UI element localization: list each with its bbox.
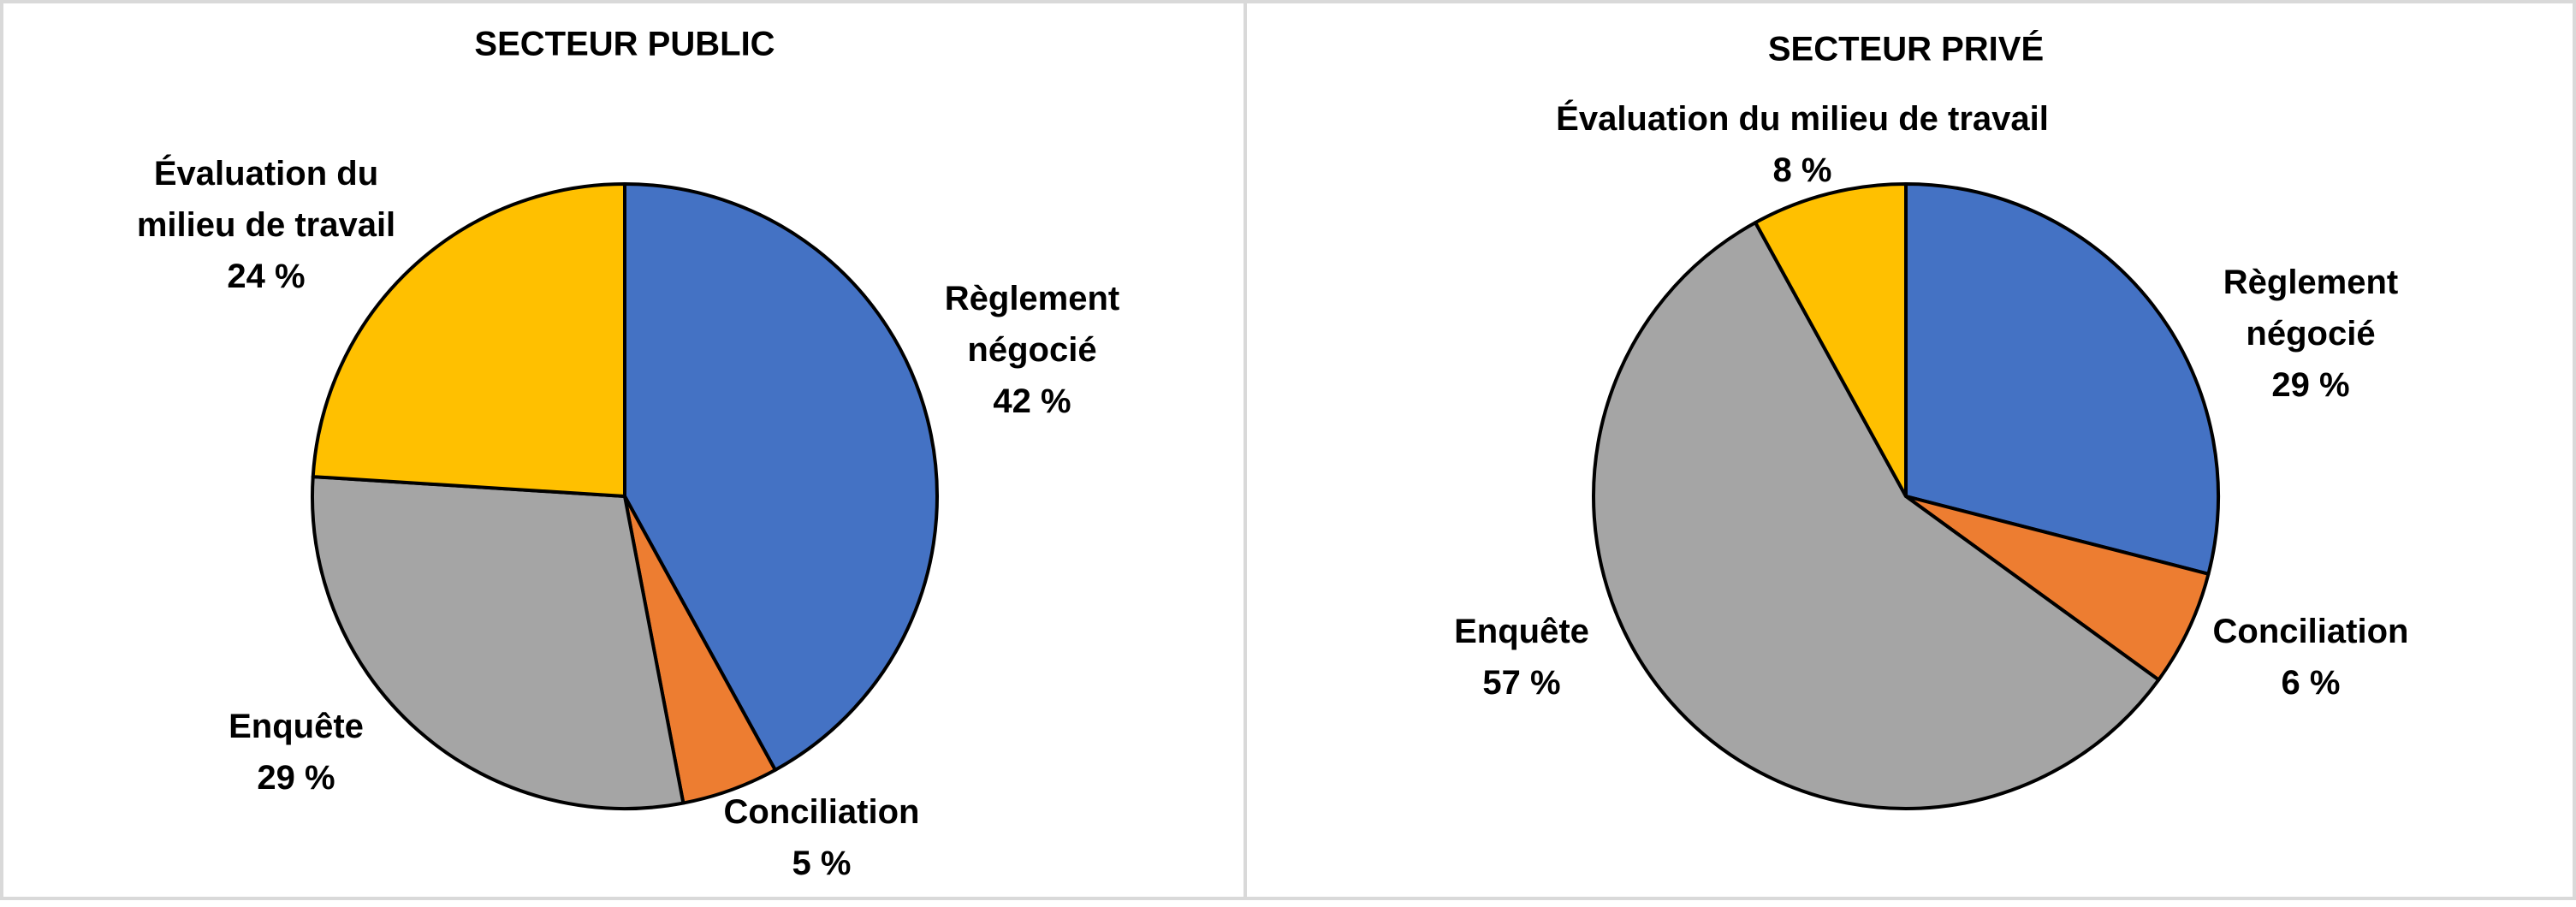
data-label: Conciliation 6 %: [2182, 606, 2439, 708]
category-label: Évaluation du milieu de travail: [136, 155, 396, 244]
value-label: 8 %: [1772, 151, 1832, 189]
panel: [1243, 0, 2576, 900]
category-label: Enquête: [1454, 613, 1589, 650]
data-label: Évaluation du milieu de travail 8 %: [1460, 93, 2145, 196]
value-label: 57 %: [1482, 664, 1561, 702]
data-label: Enquête 57 %: [1393, 606, 1650, 708]
pie-slice: [1754, 182, 1908, 498]
pie-slice: [1592, 221, 2161, 810]
chart-title: SECTEUR PRIVÉ: [1767, 30, 2045, 68]
category-label: Enquête: [229, 708, 364, 745]
category-label: Conciliation: [2212, 613, 2409, 650]
category-label: Règlement négocié: [2223, 264, 2399, 353]
value-label: 29 %: [2271, 366, 2350, 404]
value-label: 24 %: [227, 258, 306, 295]
pie-slice: [311, 475, 686, 810]
pie-slice: [623, 182, 939, 772]
value-label: 29 %: [257, 759, 335, 797]
pie-slice: [1904, 182, 2220, 576]
data-label: Enquête 29 %: [168, 701, 424, 803]
data-label: Conciliation 5 %: [693, 786, 950, 889]
value-label: 42 %: [993, 382, 1071, 420]
data-label: Évaluation du milieu de travail 24 %: [116, 148, 416, 302]
value-label: 6 %: [2281, 664, 2341, 702]
value-label: 5 %: [792, 845, 852, 882]
chart-title: SECTEUR PUBLIC: [474, 25, 775, 63]
category-label: Conciliation: [723, 793, 920, 831]
category-label: Règlement négocié: [944, 280, 1120, 369]
pie-slice: [311, 182, 626, 498]
data-label: Règlement négocié 29 %: [2195, 257, 2426, 411]
data-label: Règlement négocié 42 %: [917, 273, 1148, 427]
pie-slice: [1904, 495, 2211, 682]
category-label: Évaluation du milieu de travail: [1556, 100, 2049, 138]
